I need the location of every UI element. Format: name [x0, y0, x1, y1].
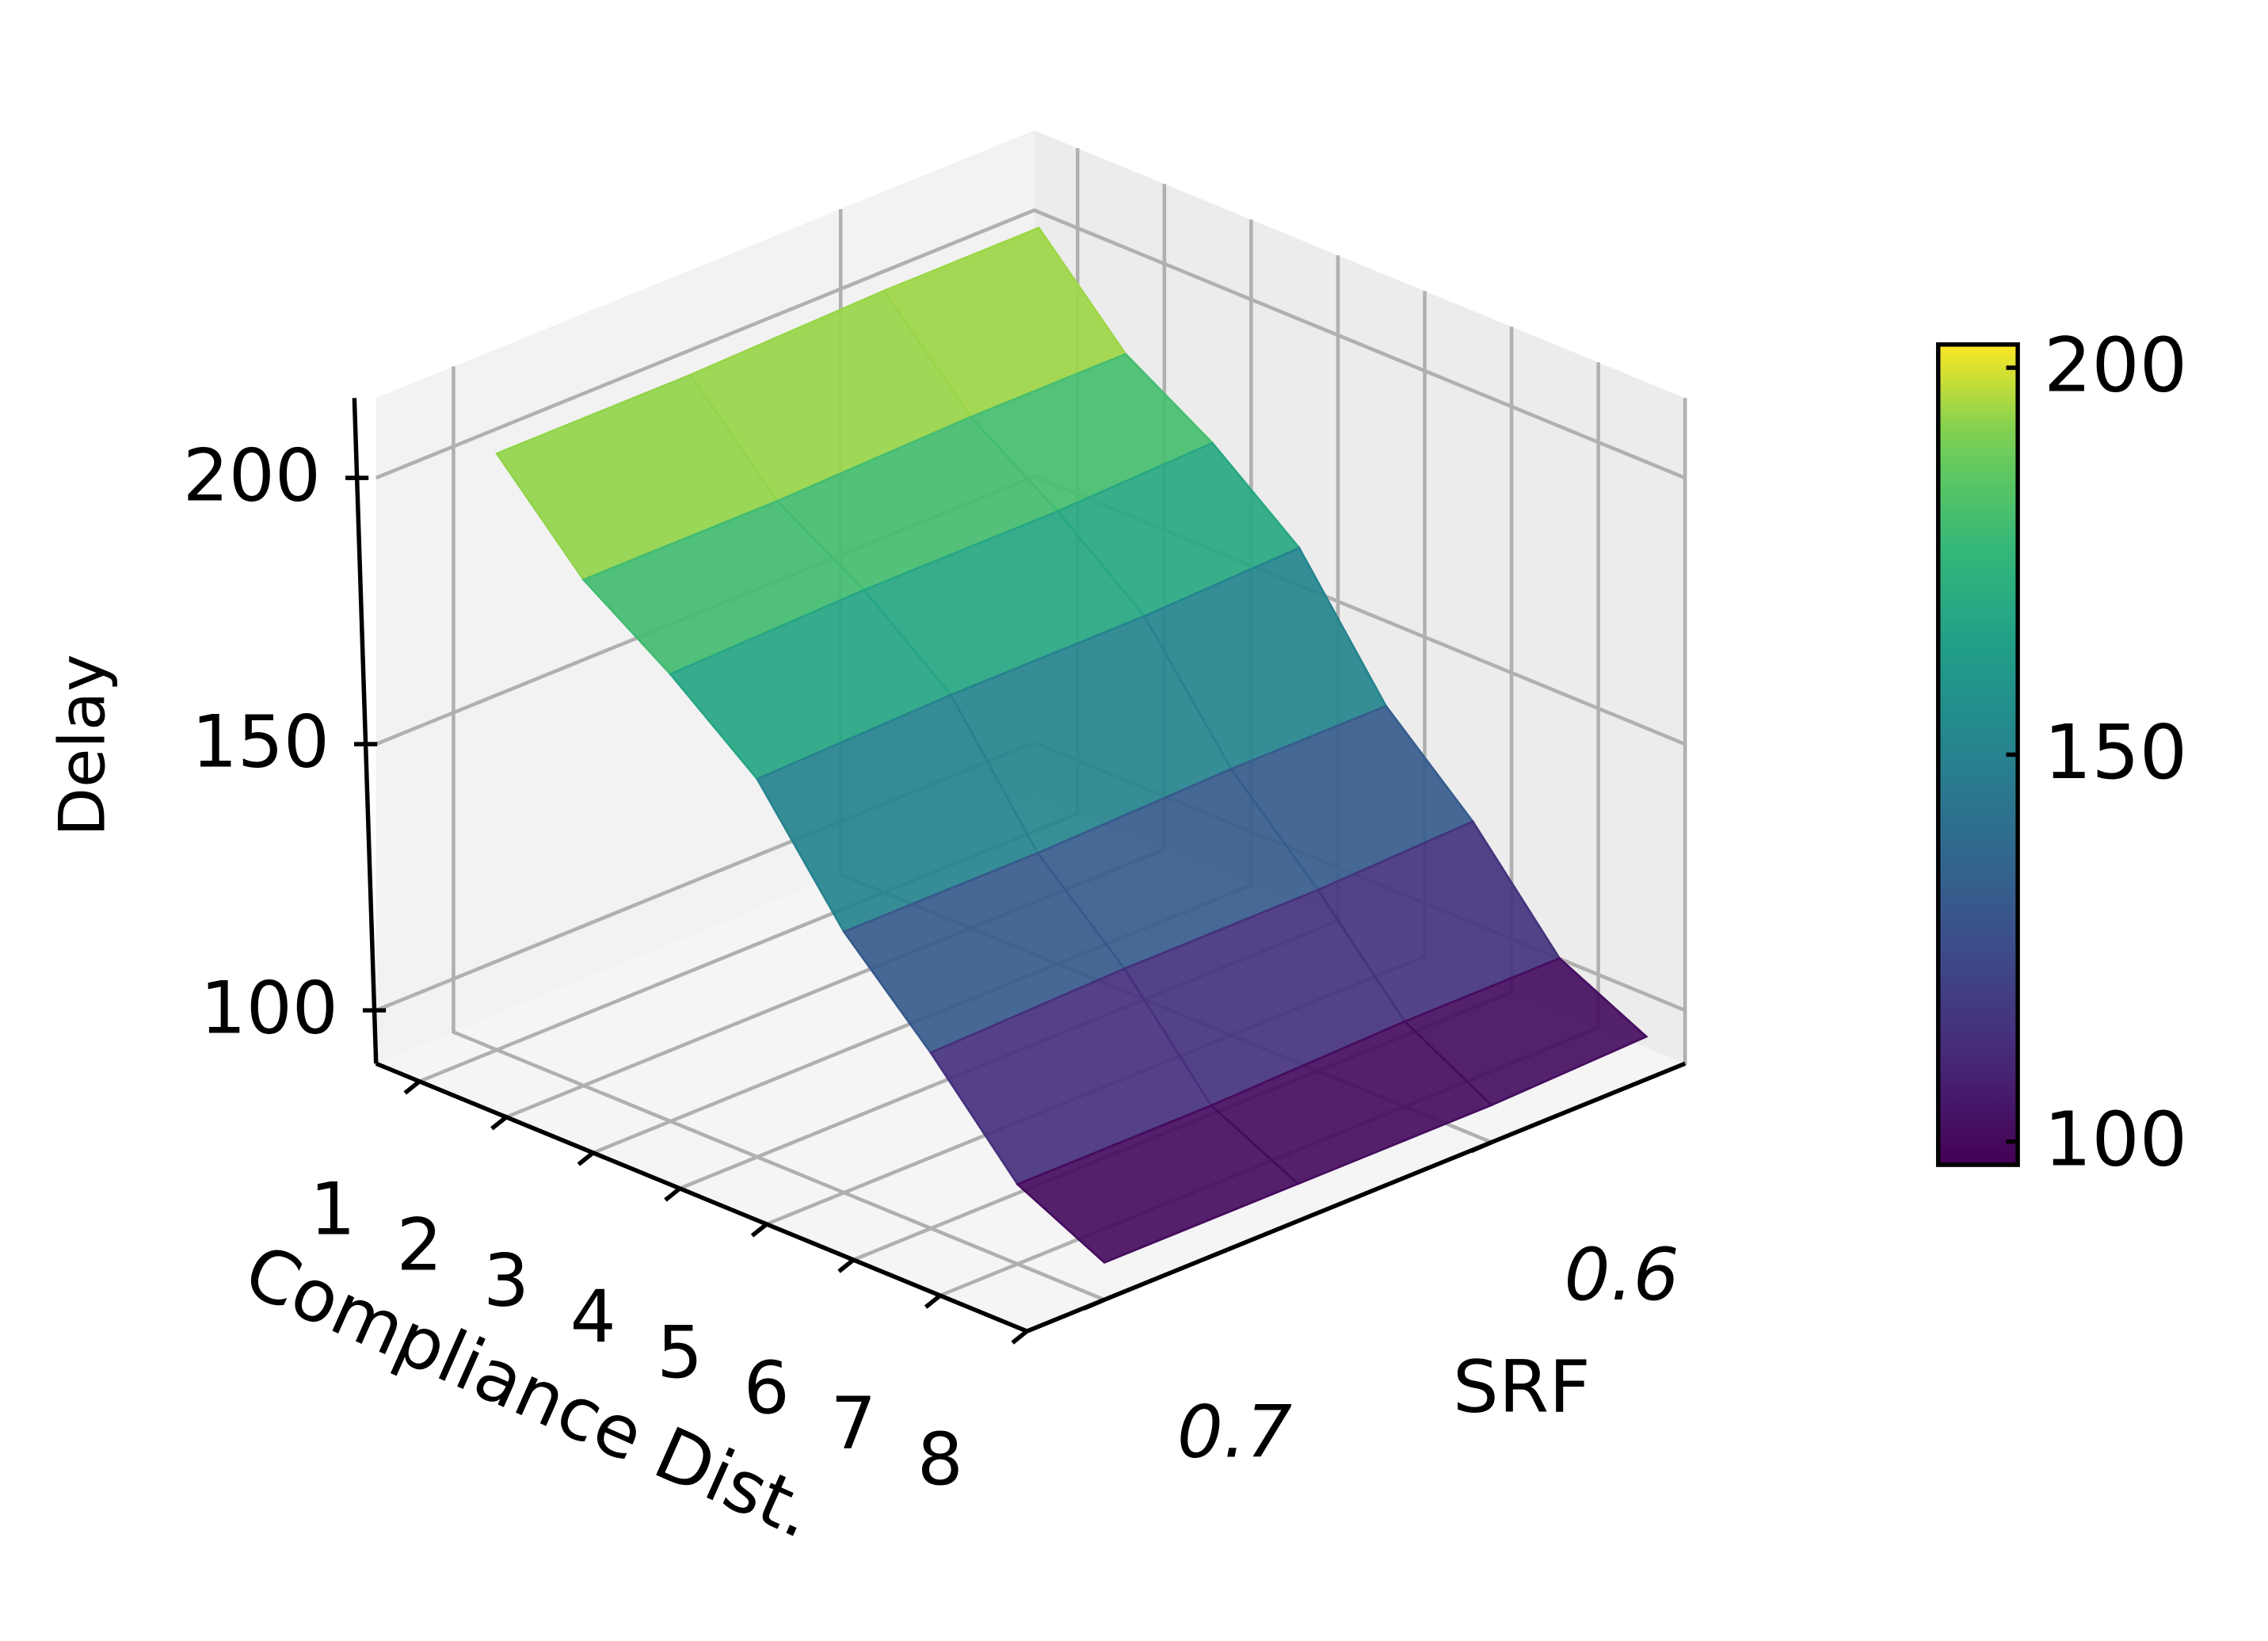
surface-patch	[1015, 1104, 1301, 1264]
x-axis-line	[375, 1061, 1028, 1334]
z-tick-label: 100	[200, 966, 338, 1051]
x-tick	[664, 1186, 681, 1202]
grid-line	[375, 208, 1687, 480]
y-axis-label: SRF	[1453, 1345, 1591, 1429]
x-tick	[1011, 1329, 1029, 1345]
x-tick	[750, 1222, 768, 1238]
x-tick-label: 7	[830, 1381, 876, 1466]
x-tick-label: 5	[657, 1310, 703, 1395]
x-tick	[837, 1257, 855, 1273]
colorbar	[1935, 342, 2020, 1167]
x-tick	[403, 1079, 421, 1095]
z-tick-label: 200	[183, 433, 321, 518]
x-tick	[577, 1151, 595, 1166]
y-tick-label: 0.6	[1565, 1232, 1679, 1317]
z-axis-label: Delay	[45, 654, 120, 836]
colorbar-tick-label: 200	[2044, 322, 2187, 410]
x-tick-label: 4	[570, 1274, 616, 1359]
x-tick-label: 2	[396, 1203, 442, 1288]
x-tick-label: 6	[744, 1345, 790, 1430]
x-tick-label: 3	[483, 1238, 529, 1323]
x-tick-label: 8	[917, 1417, 963, 1502]
grid-line	[452, 366, 1105, 1302]
colorbar-tick-label: 100	[2044, 1096, 2187, 1183]
x-axis-label: Compliance Dist.	[233, 1228, 828, 1555]
colorbar-tick-label: 150	[2044, 709, 2187, 796]
y-tick	[1083, 1297, 1106, 1311]
y-axis-line	[1026, 1061, 1687, 1334]
z-tick-label: 150	[192, 700, 330, 784]
z-axis-line	[352, 398, 379, 1064]
x-tick	[490, 1115, 508, 1131]
y-tick-label: 0.7	[1177, 1390, 1292, 1475]
y-tick	[1470, 1140, 1492, 1154]
x-tick-label: 1	[310, 1167, 356, 1252]
x-tick	[924, 1293, 942, 1309]
